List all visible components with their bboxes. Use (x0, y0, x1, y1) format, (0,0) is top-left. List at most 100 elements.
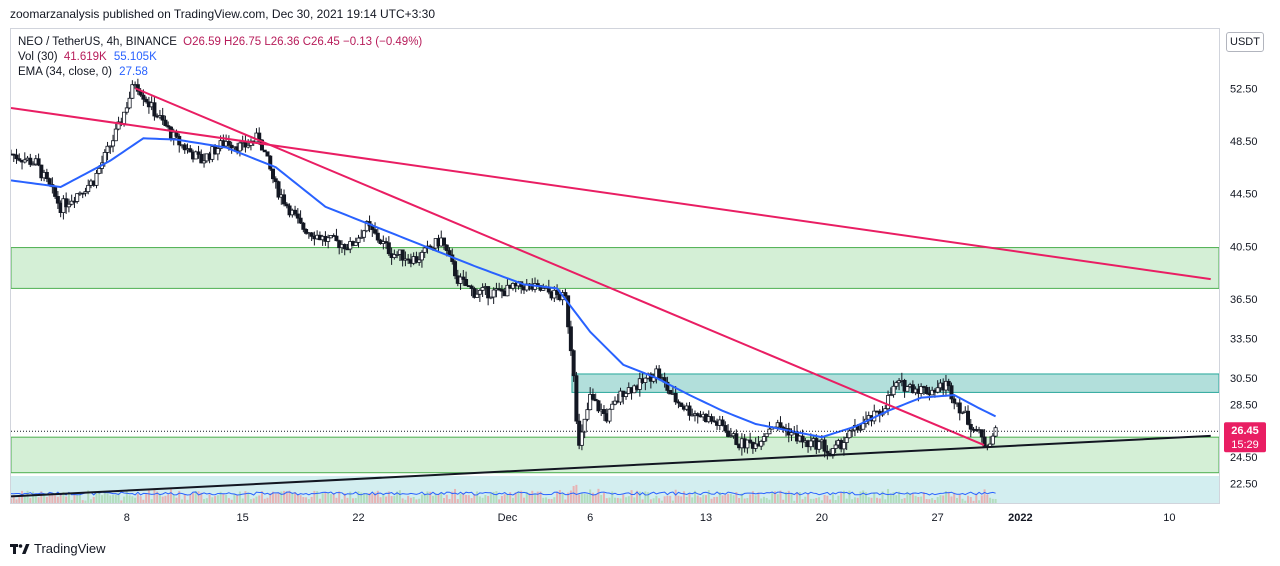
candle-body (566, 295, 571, 328)
publisher-line: zoomarzanalysis published on TradingView… (10, 7, 436, 21)
candle-body (356, 237, 361, 243)
volume-bar (310, 496, 313, 503)
candle-body (720, 419, 725, 426)
volume-bar (903, 498, 906, 503)
volume-bar (600, 494, 603, 503)
volume-bar (798, 492, 801, 503)
x-tick-label: 22 (352, 512, 364, 524)
volume-bar (459, 493, 462, 503)
volume-bar (247, 492, 250, 503)
volume-bar (638, 491, 641, 503)
volume-bar (953, 492, 956, 503)
tradingview-logo-icon (10, 543, 30, 554)
candle-body (582, 418, 587, 433)
candle-body (273, 178, 278, 183)
volume-bar (445, 494, 448, 503)
candle-body (571, 350, 576, 377)
volume-bar (374, 492, 377, 503)
volume-bar (876, 497, 879, 503)
tradingview-footer[interactable]: TradingView (10, 541, 106, 556)
candle-body (949, 385, 954, 400)
volume-bar (103, 491, 106, 503)
volume-bar (161, 496, 164, 503)
candle-body (665, 381, 670, 391)
candle-body (301, 222, 306, 230)
volume-bar (531, 490, 534, 503)
legend-symbol-row: NEO / TetherUS, 4h, BINANCE O26.59 H26.7… (18, 35, 422, 50)
candle-body (226, 140, 231, 146)
volume-bar (702, 494, 705, 503)
volume-bar (693, 490, 696, 503)
legend-ema-row[interactable]: EMA (34, close, 0) 27.58 (18, 65, 422, 80)
volume-bar (520, 490, 523, 503)
volume-bar (950, 496, 953, 503)
long-downtrend-line[interactable] (11, 107, 1211, 281)
volume-bar (136, 493, 139, 503)
candle-body (75, 193, 80, 202)
volume-bar (856, 497, 859, 503)
candle-body (993, 427, 998, 437)
volume-bar (986, 494, 989, 503)
candle-body (444, 244, 449, 251)
chart-frame[interactable] (10, 28, 1220, 504)
volume-bar (644, 491, 647, 503)
volume-bar (266, 497, 269, 503)
candle-body (728, 435, 733, 438)
volume-bar (978, 500, 981, 503)
volume-bar (619, 498, 622, 503)
candle-body (761, 436, 766, 442)
candle-body (447, 250, 452, 256)
candle-body (417, 259, 422, 263)
candle-body (673, 393, 678, 403)
volume-bar (178, 490, 181, 503)
candle-body (607, 408, 612, 422)
volume-bar (236, 494, 239, 503)
volume-bar (823, 494, 826, 503)
volume-bar (26, 490, 29, 503)
candle-body (593, 398, 598, 402)
candle-body (127, 97, 132, 109)
symbol-label[interactable]: NEO / TetherUS, 4h, BINANCE (18, 36, 177, 48)
volume-bar (782, 499, 785, 503)
volume-bar (682, 491, 685, 503)
y-tick-label: 44.50 (1230, 189, 1258, 201)
volume-bar (371, 493, 374, 503)
volume-bar (567, 492, 570, 503)
volume-bar (98, 490, 101, 503)
candle-body (601, 409, 606, 415)
volume-bar (840, 492, 843, 503)
volume-bar (980, 495, 983, 503)
volume-bar (205, 498, 208, 503)
last-price-badge (1224, 422, 1266, 453)
candle-body (764, 433, 769, 437)
rising-support-line[interactable] (11, 434, 1211, 498)
volume-bar (230, 499, 233, 503)
volume-bar (255, 496, 258, 503)
volume-bar (776, 494, 779, 503)
volume-bar (928, 499, 931, 503)
volume-bar (525, 491, 528, 503)
candle-body (555, 289, 560, 295)
volume-bar (467, 495, 470, 503)
volume-bar (994, 499, 997, 503)
candle-body (362, 230, 367, 238)
volume-bar (125, 490, 128, 503)
volume-bar (834, 500, 837, 503)
volume-bar (914, 495, 917, 503)
tradingview-brand: TradingView (34, 541, 106, 556)
volume-bar (685, 496, 688, 503)
currency-button[interactable]: USDT (1226, 32, 1264, 52)
steep-downtrend-line[interactable] (134, 87, 985, 446)
legend-volume-row[interactable]: Vol (30) 41.619K 55.105K (18, 50, 422, 65)
y-tick-label: 48.50 (1230, 136, 1258, 148)
volume-bar (260, 491, 263, 503)
volume-bar (829, 499, 832, 503)
volume-bar (258, 495, 261, 503)
volume-bar (59, 494, 62, 503)
volume-bar (194, 490, 197, 503)
volume-bar (186, 499, 189, 503)
volume-bar (114, 494, 117, 503)
volume-bar (462, 492, 465, 503)
volume-bar (117, 492, 120, 503)
